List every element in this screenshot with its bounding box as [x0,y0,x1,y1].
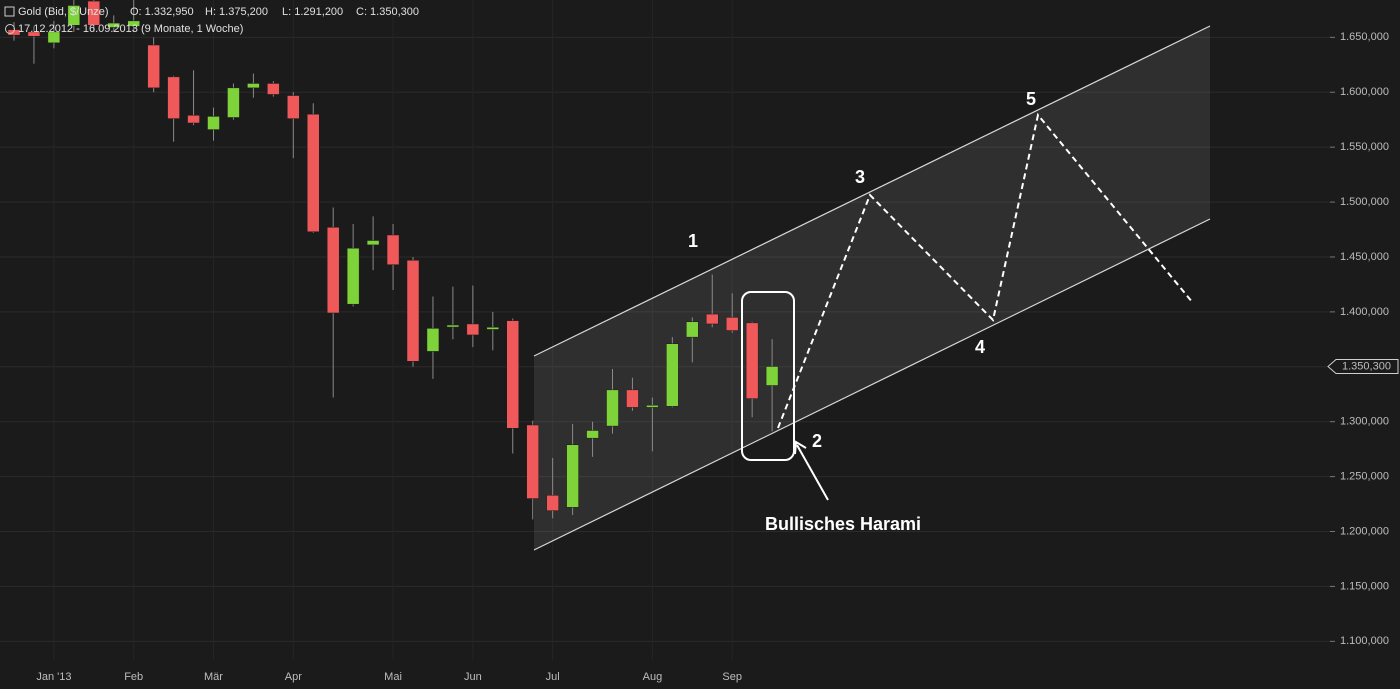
candle-body [27,31,41,37]
x-tick-label: Jul [546,671,560,683]
y-tick-label: 1.250,000 [1340,471,1389,483]
candle-body [287,95,300,119]
candle-body [406,260,420,362]
candle-body [147,44,160,89]
x-tick-label: Apr [285,671,302,683]
candle-body [626,389,639,408]
y-axis: 1.100,000 1.150,000 1.200,000 1.250,000 1.30… [36,31,1399,683]
wave-label: 3 [855,167,865,187]
x-tick-label: Jan '13 [36,671,71,683]
candle-body [446,324,460,328]
y-tick-label: 1.450,000 [1340,251,1389,263]
x-tick-label: Aug [643,671,663,683]
candle-body [386,234,400,265]
x-tick-label: Mär [204,671,223,683]
candle-body [725,317,739,331]
candle-body [506,320,519,429]
wave-label: 5 [1026,89,1036,109]
wave-path [777,112,1194,429]
candle-body [666,343,679,407]
candle-body [646,404,659,408]
last-price-label: 1.350,300 [1342,360,1391,372]
y-tick-label: 1.300,000 [1340,416,1389,428]
candle-body [127,20,140,27]
period: 17.12.2012 - 16.09.2013 (9 Monate, 1 Woc… [18,23,243,35]
candle-body [47,31,61,44]
x-tick-label: Mai [384,671,402,683]
candle-body [765,366,779,386]
candles [7,0,779,520]
y-tick-label: 1.600,000 [1340,86,1389,98]
candle-body [466,323,480,336]
harami-box [741,291,795,461]
wave-label: 1 [688,231,698,251]
instrument-icon [4,6,15,17]
channel-fill [534,26,1210,550]
arrow-head [794,440,807,455]
candle-body [486,327,500,330]
candle-body [366,240,380,246]
y-tick-label: 1.400,000 [1340,306,1389,318]
ohlc-low: L: 1.291,200 [282,6,343,18]
y-tick-label: 1.200,000 [1340,525,1389,537]
last-price-marker [1327,358,1399,374]
y-tick-label: 1.150,000 [1340,580,1389,592]
candle-body [706,313,719,325]
candle-body [227,87,240,118]
y-tick-label: 1.500,000 [1340,196,1389,208]
candle-body [326,227,340,314]
pattern-label: Bullisches Harami [765,514,921,534]
instrument: Gold (Bid, $/Unze) [18,6,108,18]
wave-label: 4 [975,337,985,357]
ohlc-open: O: 1.332,950 [130,6,194,18]
channel-upper [533,25,1211,357]
candle-body [187,115,200,124]
candle-body [586,430,599,439]
arrow-shaft [796,444,829,501]
x-tick-label: Jun [464,671,482,683]
candle-body [207,116,220,130]
candle-body [67,5,81,26]
candle-body [686,321,699,338]
candle-body [307,113,320,232]
candle-body [566,444,579,508]
candle-body [526,424,539,499]
y-tick-label: 1.550,000 [1340,141,1389,153]
candle-body [426,328,440,352]
channel-lower [533,218,1211,551]
candle-body [247,83,260,89]
grid [0,36,1330,642]
x-tick-label: Sep [722,671,742,683]
wave-label: 2 [812,431,822,451]
period-icon [5,24,15,34]
candle-body [87,0,101,26]
x-tick-label: Feb [124,671,143,683]
candle-body [107,22,120,28]
ohlc-high: H: 1.375,200 [205,6,268,18]
candle-body [546,495,559,511]
candle-body [346,247,360,305]
candle-body [745,322,759,399]
y-tick-label: 1.650,000 [1340,31,1389,43]
candle-body [267,83,280,95]
y-tick-label: 1.100,000 [1340,635,1389,647]
candle-body [167,76,180,119]
candle-body [606,389,619,427]
ohlc-close: C: 1.350,300 [356,6,419,18]
